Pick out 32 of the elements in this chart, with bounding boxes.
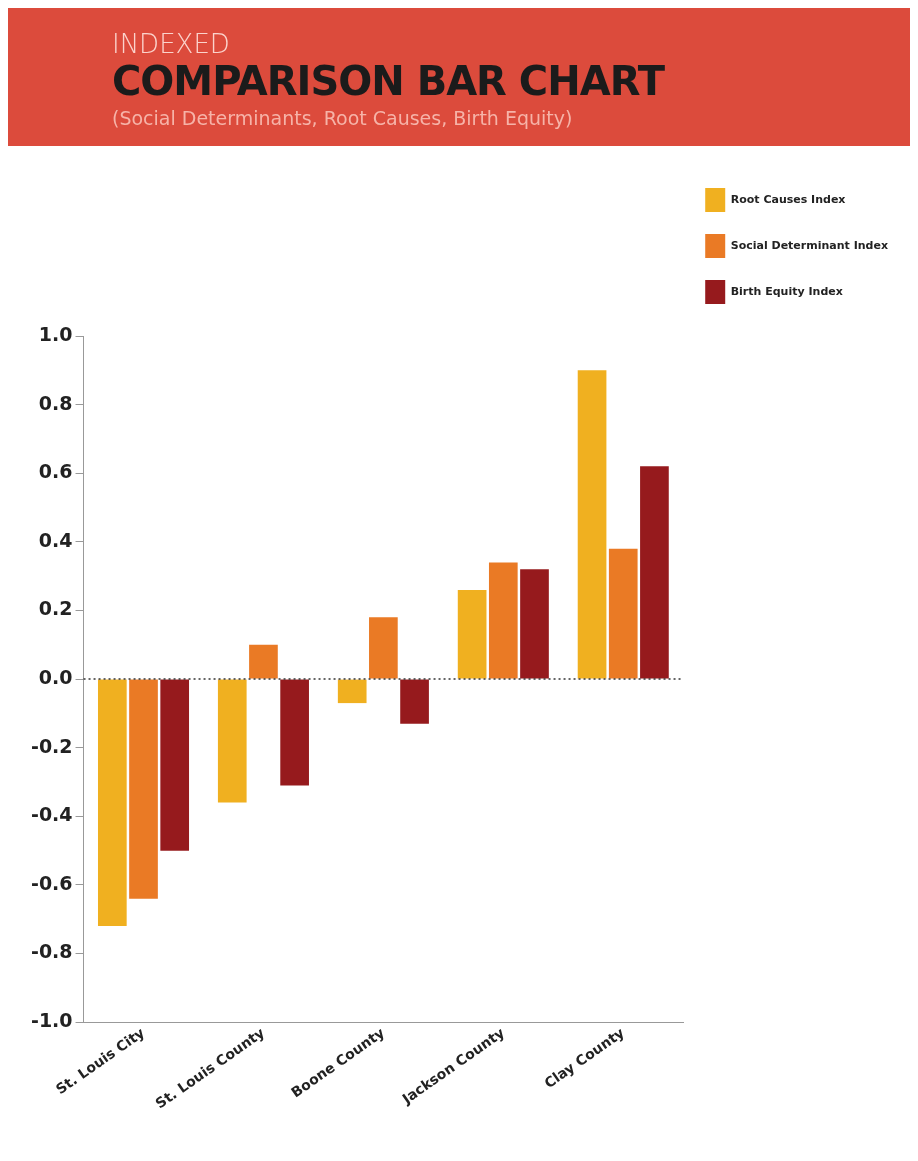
bar [369,617,398,679]
bar [400,679,429,724]
y-tick-label: 0.8 [38,391,73,414]
bar [280,679,309,786]
legend-label: Social Determinant Index [730,238,889,252]
bar [217,679,247,803]
y-tick-label: -0.4 [31,803,73,826]
bar [129,679,158,899]
y-tick-label: 1.0 [38,322,73,345]
y-tick-label: 0.4 [38,528,73,551]
y-tick-label: -0.8 [31,940,73,963]
bar [160,679,190,851]
bar [249,644,278,679]
y-tick-label: 0.0 [38,666,73,689]
y-tick-label: -1.0 [31,1009,73,1032]
legend-label: Root Causes Index [730,192,846,206]
y-tick-label: 0.6 [38,460,73,483]
bar [337,679,367,704]
y-tick-label: 0.2 [38,597,73,620]
bar [488,562,518,679]
chart-title: COMPARISON BAR CHART [112,58,666,104]
chart-subtitle: (Social Determinants, Root Causes, Birth Equity) [112,106,574,131]
bar [577,370,607,679]
bar [608,548,638,679]
text: INDEXED [112,29,231,59]
bar [640,466,669,679]
bar [97,679,127,927]
bar [520,569,549,679]
legend-label: Birth Equity Index [730,284,843,298]
y-tick-label: -0.6 [31,871,73,894]
bar [457,589,487,679]
y-tick-label: -0.2 [31,734,73,757]
